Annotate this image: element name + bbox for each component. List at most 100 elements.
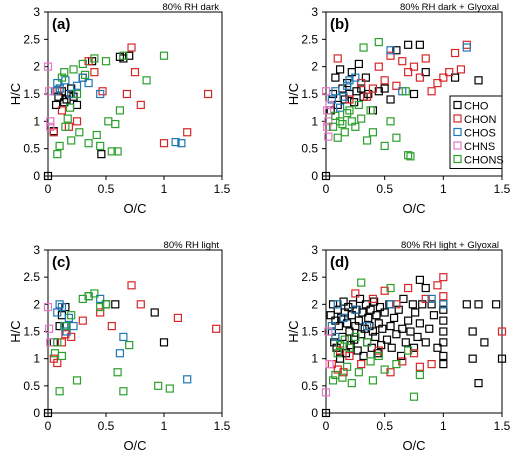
data-point xyxy=(96,141,105,151)
data-point xyxy=(321,388,331,397)
data-point xyxy=(335,346,345,355)
data-point xyxy=(125,51,134,60)
legend-marker xyxy=(453,154,462,164)
x-tick-label: 1.5 xyxy=(494,419,511,433)
data-point xyxy=(415,40,424,49)
data-point xyxy=(343,109,352,118)
chart-panel-4: 0 0.5 1 1.5 2 2.5 3 0 0.5 1 1.5 O/C H/C 80% RH light … xyxy=(286,240,511,453)
data-point xyxy=(360,324,369,333)
data-point xyxy=(350,335,359,344)
y-tick-label: 1 xyxy=(311,114,318,128)
data-point xyxy=(45,87,54,96)
data-point xyxy=(404,316,413,325)
data-point xyxy=(439,273,448,282)
y-tick-label: 3 xyxy=(311,243,318,257)
data-point xyxy=(338,332,347,342)
data-point xyxy=(374,351,383,361)
data-point xyxy=(57,106,67,115)
data-point xyxy=(439,327,448,336)
data-point xyxy=(60,98,69,107)
data-point xyxy=(374,37,383,47)
data-point xyxy=(340,335,349,344)
data-point xyxy=(371,332,380,342)
y-tick-label: 1.5 xyxy=(301,325,318,339)
data-point xyxy=(497,327,507,336)
data-point xyxy=(113,368,122,377)
x-tick-label: 1.5 xyxy=(494,182,511,196)
x-tick-label: 1.5 xyxy=(214,419,231,433)
data-point xyxy=(183,375,192,384)
data-point xyxy=(343,362,352,371)
y-tick-label: 0 xyxy=(33,406,40,420)
data-point xyxy=(119,51,128,60)
y-tick-label: 2.5 xyxy=(23,270,40,284)
data-point xyxy=(404,40,413,49)
data-point xyxy=(378,324,387,333)
data-point xyxy=(55,300,64,309)
y-tick-label: 2.5 xyxy=(301,270,318,284)
data-point xyxy=(46,117,55,126)
data-point xyxy=(392,133,401,142)
data-point xyxy=(415,275,424,284)
data-point xyxy=(331,87,340,96)
data-point xyxy=(368,106,378,115)
data-point xyxy=(165,384,174,393)
data-point xyxy=(439,300,448,309)
data-point xyxy=(399,294,408,303)
data-point xyxy=(92,130,101,140)
data-point xyxy=(130,68,140,77)
data-point xyxy=(362,136,372,145)
data-point xyxy=(351,289,360,298)
data-point xyxy=(450,73,460,82)
data-point xyxy=(382,335,392,344)
data-point xyxy=(96,302,105,312)
data-point xyxy=(101,300,111,309)
data-point xyxy=(127,281,136,290)
panel-title: 80% RH light xyxy=(164,240,220,251)
data-point xyxy=(67,311,76,320)
y-tick-label: 1.5 xyxy=(23,325,40,339)
data-point xyxy=(98,87,107,96)
y-tick-label: 2 xyxy=(311,60,318,74)
data-point xyxy=(323,106,332,115)
data-point xyxy=(474,76,483,85)
data-point xyxy=(351,305,360,314)
data-point xyxy=(368,294,378,303)
panel-label: (c) xyxy=(52,254,70,271)
x-tick-label: 0.5 xyxy=(98,182,115,196)
data-point xyxy=(61,122,70,131)
y-tick-label: 1.5 xyxy=(23,87,40,101)
data-point xyxy=(357,114,366,123)
data-point xyxy=(150,308,159,317)
panel-label: (a) xyxy=(52,16,70,33)
data-point xyxy=(339,92,348,101)
x-tick-label: 1 xyxy=(161,182,168,196)
data-point xyxy=(52,100,61,110)
data-point xyxy=(368,376,378,385)
data-point xyxy=(429,311,439,320)
data-point xyxy=(497,354,507,363)
data-point xyxy=(335,117,345,126)
data-point xyxy=(386,95,395,104)
x-tick-label: 0 xyxy=(323,419,330,433)
data-point xyxy=(53,308,62,317)
data-point xyxy=(43,408,53,418)
data-point xyxy=(357,84,366,93)
data-point xyxy=(387,343,396,352)
data-point xyxy=(386,46,395,55)
chart-panel-3: 0 0.5 1 1.5 2 2.5 3 0 0.5 1 1.5 O/C H/C 80% RH light (… xyxy=(8,240,231,453)
legend-marker xyxy=(453,100,462,110)
data-point xyxy=(115,349,125,358)
x-tick-label: 0 xyxy=(45,182,52,196)
data-point xyxy=(111,119,120,129)
data-point xyxy=(374,62,383,71)
x-axis-label: O/C xyxy=(402,438,425,453)
data-point xyxy=(374,346,383,355)
y-tick-label: 2.5 xyxy=(301,32,318,46)
data-point xyxy=(398,57,407,66)
data-point xyxy=(324,132,333,141)
data-point xyxy=(154,381,163,390)
data-point xyxy=(101,57,111,66)
data-point xyxy=(354,368,363,377)
